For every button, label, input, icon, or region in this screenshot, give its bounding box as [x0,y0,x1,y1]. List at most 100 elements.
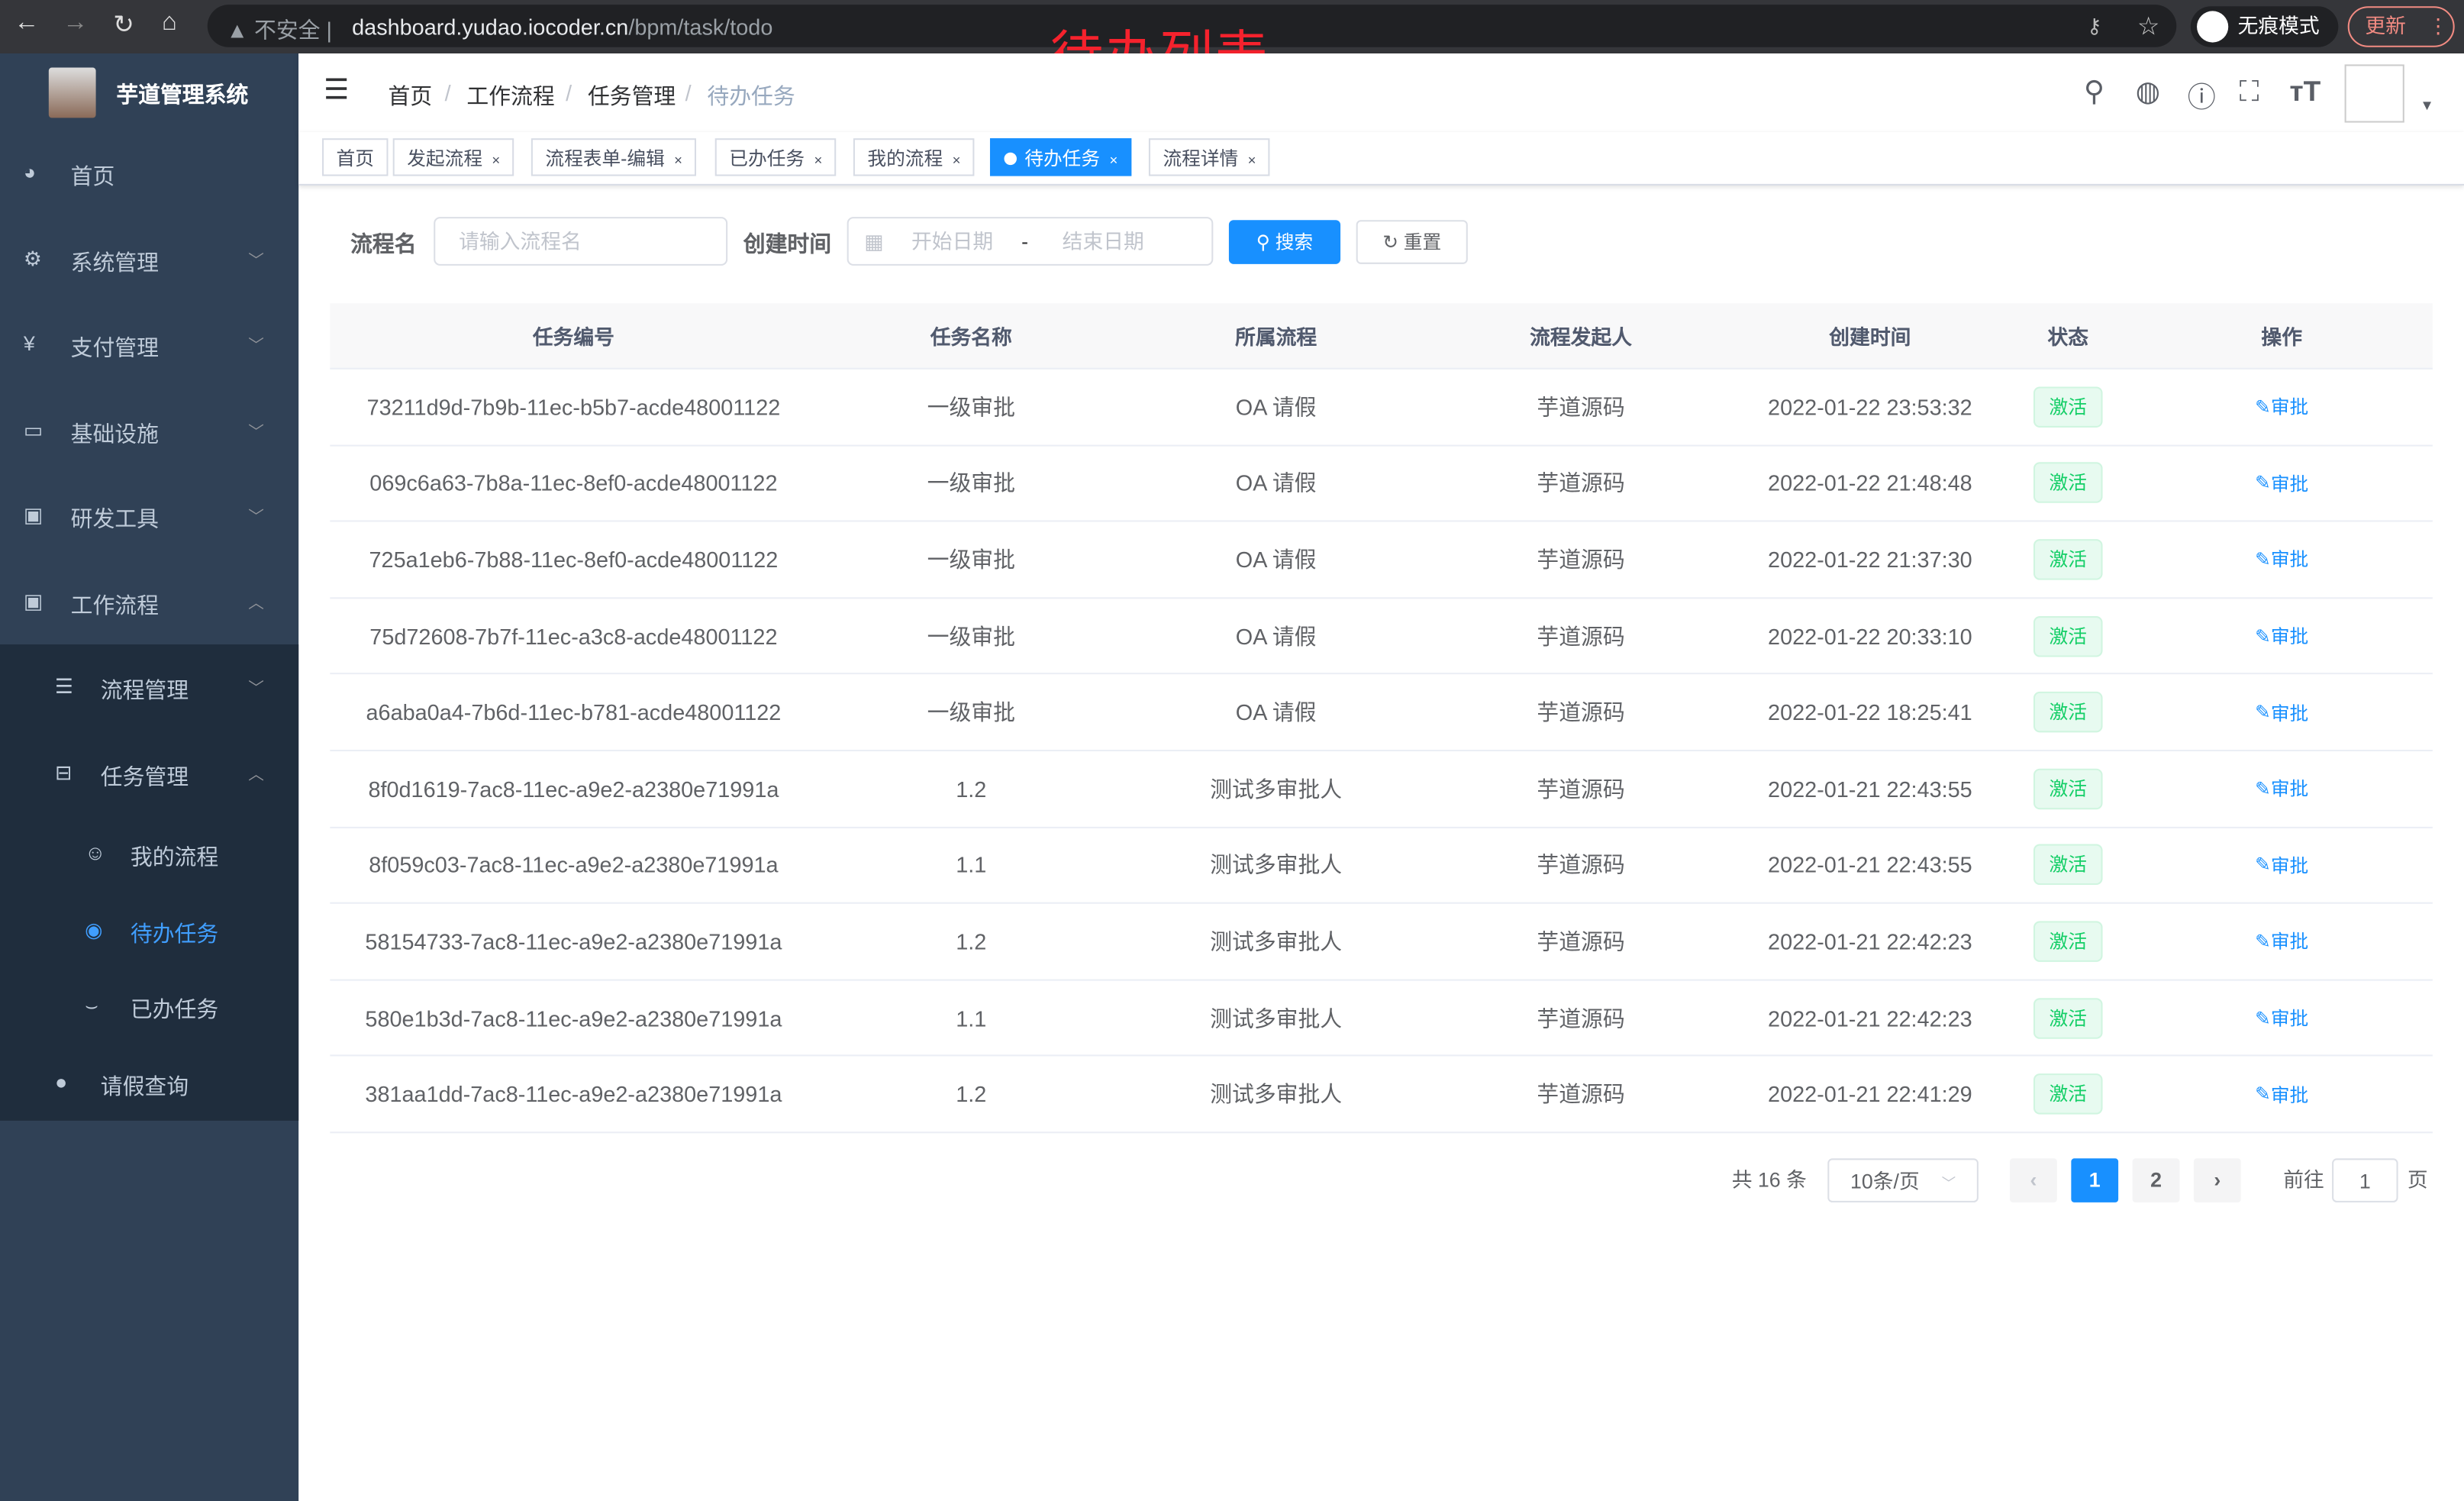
table-header: 任务编号 任务名称 所属流程 流程发起人 创建时间 状态 操作 [330,303,2433,370]
edit-icon[interactable]: ✎ [2255,701,2271,724]
update-button[interactable]: 更新 ⋮ [2347,6,2455,47]
edit-icon[interactable]: ✎ [2255,1083,2271,1106]
approve-button[interactable]: 审批 [2270,931,2309,954]
edit-icon[interactable]: ✎ [2255,1006,2271,1029]
sidebar-item-label: 流程管理 [100,677,189,703]
tag-label: 待办任务 [1024,147,1101,170]
tag-home[interactable]: 首页 [322,138,389,176]
breadcrumb-separator: / [444,79,451,105]
app-title: 芋道管理系统 [116,82,249,107]
person-icon: ● [55,1070,68,1094]
cell-actions: ✎ 审批 [2131,370,2433,444]
approve-button[interactable]: 审批 [2270,625,2309,648]
prev-page-button[interactable]: ‹ [2010,1158,2057,1202]
approve-button[interactable]: 审批 [2270,1083,2309,1106]
edit-icon[interactable]: ✎ [2255,548,2271,571]
cell-text: 2022-01-22 21:37:30 [1768,547,1972,573]
chevron-down-icon: ﹀ [248,424,264,442]
page-2-button[interactable]: 2 [2132,1158,2180,1202]
sidebar-item-label: 首页 [70,163,115,189]
reload-icon[interactable]: ↻ [113,12,134,40]
close-icon[interactable]: × [1109,152,1118,169]
cell-text: 测试多审批人 [1210,1081,1343,1107]
close-icon[interactable]: × [952,152,961,169]
date-range-picker[interactable]: ▦ 开始日期 - 结束日期 [847,217,1214,266]
edit-icon[interactable]: ✎ [2255,472,2271,495]
approve-button[interactable]: 审批 [2270,473,2309,495]
tag-start-process[interactable]: 发起流程 × [392,138,514,176]
approve-button[interactable]: 审批 [2270,1007,2309,1030]
cell-task-id: 75d72608-7b7f-11ec-a3c8-acde48001122 [330,599,817,673]
edit-icon[interactable]: ✎ [2255,625,2271,647]
cell-text: OA 请假 [1235,623,1317,649]
cell-status: 激活 [2005,828,2131,902]
edit-icon[interactable]: ✎ [2255,395,2271,418]
hamburger-icon[interactable]: ☰ [324,73,350,105]
cell-actions: ✎ 审批 [2131,828,2433,902]
page-size-select[interactable]: 10条/页 ﹀ [1827,1158,1979,1202]
breadcrumb-item[interactable]: 任务管理 [587,83,676,109]
status-badge: 激活 [2033,463,2103,504]
tag-my-process[interactable]: 我的流程 × [853,138,975,176]
search-button[interactable]: ⚲ 搜索 [1228,220,1341,264]
star-icon[interactable]: ☆ [2137,14,2160,41]
forward-icon[interactable]: → [63,9,89,37]
goto-page-input[interactable]: 1 [2332,1158,2398,1202]
incognito-label: 无痕模式 [2237,14,2320,38]
breadcrumb-item[interactable]: 首页 [388,83,433,109]
url-text[interactable]: dashboard.yudao.iocoder.cn/bpm/task/todo [352,15,772,40]
help-icon[interactable]: ⓘ [2187,82,2216,114]
edit-icon[interactable]: ✎ [2255,777,2271,800]
sidebar-item-label: 系统管理 [70,250,159,276]
close-icon[interactable]: × [492,152,501,169]
cell-task-id: 8f059c03-7ac8-11ec-a9e2-a2380e71991a [330,828,817,902]
approve-button[interactable]: 审批 [2270,396,2309,419]
back-icon[interactable]: ← [14,9,40,37]
fullscreen-icon[interactable]: ⛶ [2239,75,2259,107]
task-icon: ⊟ [55,760,73,785]
cell-initiator: 芋道源码 [1427,904,1735,979]
end-date-placeholder[interactable]: 结束日期 [1062,229,1144,253]
cell-text: 测试多审批人 [1210,852,1343,878]
cell-process-name: 测试多审批人 [1125,751,1427,826]
github-icon[interactable]: ◍ [2135,75,2161,107]
close-icon[interactable]: × [814,152,823,169]
tag-process-detail[interactable]: 流程详情 × [1148,138,1271,176]
approve-button[interactable]: 审批 [2270,549,2309,572]
start-date-placeholder[interactable]: 开始日期 [911,229,994,253]
address-bar[interactable]: ▲ 不安全 | dashboard.yudao.iocoder.cn/bpm/t… [207,5,2177,47]
tag-done-tasks[interactable]: 已办任务 × [714,138,837,176]
edit-icon[interactable]: ✎ [2255,930,2271,953]
caret-down-icon[interactable]: ▼ [2420,97,2434,114]
avatar[interactable] [2344,64,2404,123]
cell-text: 测试多审批人 [1210,776,1343,802]
cell-status: 激活 [2005,675,2131,750]
page-size-value: 10条/页 [1850,1169,1920,1193]
search-icon: ⚲ [1256,231,1276,253]
approve-button[interactable]: 审批 [2270,702,2309,725]
cell-status: 激活 [2005,446,2131,521]
font-size-icon[interactable]: тT [2289,75,2321,107]
search-icon[interactable]: ⚲ [2083,75,2104,107]
page-1-button[interactable]: 1 [2071,1158,2119,1202]
process-name-input[interactable]: 请输入流程名 [434,217,728,266]
incognito-badge[interactable]: 无痕模式 [2190,6,2339,47]
tag-todo-tasks[interactable]: 待办任务 × [989,138,1132,176]
cell-task-name: 一级审批 [818,370,1126,444]
table-row: 381aa1dd-7ac8-11ec-a9e2-a2380e71991a 1.2 测… [330,1057,2433,1134]
approve-button[interactable]: 审批 [2270,854,2309,877]
reset-label: 重置 [1403,231,1442,253]
breadcrumb-item[interactable]: 工作流程 [466,83,555,109]
tag-form-edit[interactable]: 流程表单-编辑 × [531,138,697,176]
insecure-indicator[interactable]: ▲ 不安全 | [226,17,332,43]
close-icon[interactable]: × [674,152,683,169]
cell-text: 2022-01-21 22:43:55 [1768,852,1972,878]
key-icon[interactable]: ⚷ [2086,14,2102,38]
home-icon[interactable]: ⌂ [162,9,177,37]
next-page-button[interactable]: › [2193,1158,2241,1202]
chevron-down-icon: ﹀ [248,253,264,271]
reset-button[interactable]: ↻ 重置 [1356,220,1468,264]
close-icon[interactable]: × [1247,152,1256,169]
approve-button[interactable]: 审批 [2270,778,2309,801]
edit-icon[interactable]: ✎ [2255,854,2271,876]
